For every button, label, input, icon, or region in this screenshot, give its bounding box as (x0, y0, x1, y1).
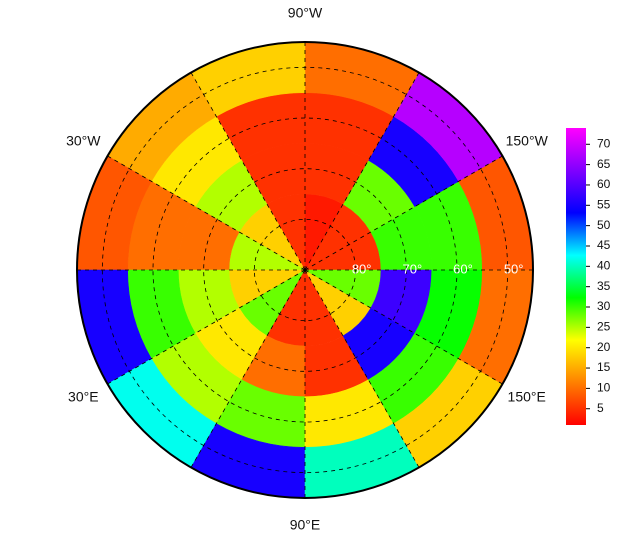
meridian (107, 269, 306, 385)
colorbar-label: 35 (597, 279, 611, 293)
latitude-label: 80° (352, 261, 372, 276)
colorbar-label: 70 (597, 136, 611, 150)
latitude-label: 50° (504, 261, 524, 276)
colorbar-label: 65 (597, 157, 611, 171)
colorbar-label: 60 (597, 177, 611, 191)
latitude-circle (203, 168, 407, 372)
colorbar (566, 128, 586, 425)
longitude-label: 30°E (68, 389, 99, 405)
latitude-label: 60° (453, 261, 473, 276)
latitude-label: 70° (402, 261, 422, 276)
colorbar-label: 40 (597, 259, 611, 273)
latitude-circle (101, 66, 509, 474)
colorbar-label: 50 (597, 218, 611, 232)
latitude-circle (253, 218, 357, 322)
colorbar-label: 25 (597, 320, 611, 334)
colorbar-label: 20 (597, 340, 611, 354)
meridian (304, 269, 420, 468)
meridian (304, 269, 503, 385)
meridian (190, 269, 306, 468)
colorbar-label: 5 (597, 401, 604, 415)
meridian (304, 155, 503, 271)
longitude-label: 150°E (508, 389, 546, 405)
longitude-label: 90°E (290, 517, 321, 533)
map-border (76, 41, 534, 499)
colorbar-label: 55 (597, 197, 611, 211)
longitude-label: 90°W (288, 5, 323, 21)
longitude-label: 150°W (506, 133, 549, 149)
colorbar-label: 45 (597, 238, 611, 252)
colorbar-label: 10 (597, 381, 611, 395)
colorbar-label: 30 (597, 299, 611, 313)
meridian (107, 155, 306, 271)
meridian (304, 72, 420, 271)
longitude-label: 30°W (66, 133, 101, 149)
latitude-circle (152, 117, 458, 423)
meridian (190, 72, 306, 271)
colorbar-label: 15 (597, 360, 611, 374)
